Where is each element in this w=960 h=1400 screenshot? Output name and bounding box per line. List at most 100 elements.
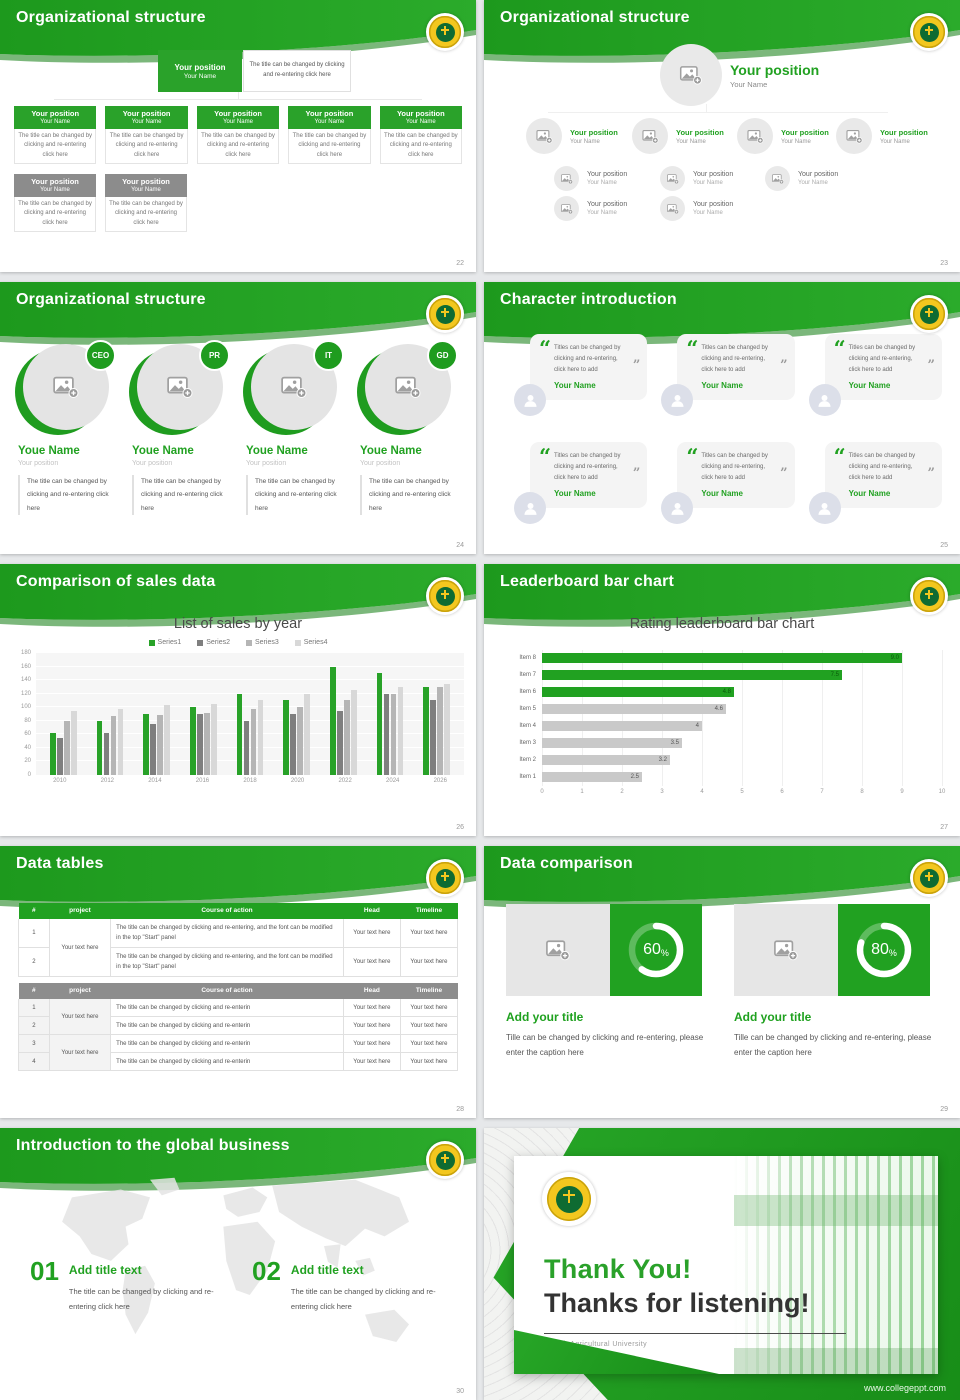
legend-swatch (294, 639, 301, 646)
legend-swatch (246, 639, 252, 646)
donut-chart: 60% (610, 904, 702, 996)
bar-Item 2: 3.2 (542, 755, 670, 765)
x-tick-label: 10 (938, 789, 946, 795)
item-title: Add title text (68, 1263, 142, 1277)
slide-data-comparison: Data comparison 60% Add your title Tille… (484, 846, 960, 1118)
slide-title: Organizational structure (500, 9, 690, 26)
university-seal-icon (426, 13, 464, 51)
gridline (36, 746, 464, 748)
org-row-1: Your position Your Name The title can be c… (14, 106, 463, 164)
plot-area (36, 652, 464, 775)
person-card: CEO Youe Name Your position The title ca… (15, 340, 116, 515)
data-table-green: # project Course of action Head Timeline… (18, 902, 459, 977)
bar-groups (36, 653, 464, 775)
legend-Series4: Series4 (294, 639, 327, 646)
photo-placeholder-icon (765, 166, 790, 191)
role-badge: CEO (85, 340, 116, 371)
image-placeholder-icon (506, 904, 610, 996)
org-top-note: The title can be changed by clicking and… (243, 50, 351, 92)
item-title: Add title text (290, 1263, 364, 1277)
org-node: Your position Your Name The title can be c… (14, 106, 97, 164)
chart-title: Rating leaderboard bar chart (629, 616, 815, 632)
category-label: Item 1 (519, 774, 536, 780)
bar-group-2026 (423, 653, 450, 775)
university-seal-icon (910, 577, 948, 615)
thank-you-heading: Thank You! (544, 1254, 692, 1284)
campus-building-photo (734, 1156, 938, 1375)
university-seal-icon (426, 859, 464, 897)
person-avatar-icon (661, 492, 694, 524)
card-caption: Tille can be changed by clicking and re-… (734, 1033, 932, 1058)
person-avatar-icon (514, 492, 546, 524)
university-seal-icon (542, 1172, 596, 1226)
bar-Item 4: 4 (542, 721, 702, 731)
item-caption: The title can be changed by clicking and… (290, 1287, 436, 1312)
bar-value-label: 3.5 (670, 740, 679, 746)
slide-org-structure-22: Organizational structure Your position Y… (0, 0, 476, 272)
x-axis-labels: 2010 2012 2014 2016 2018 2020 2022 2024 2026 (36, 778, 464, 784)
close-quote-icon: ” (632, 358, 641, 373)
legend-label: Series3 (255, 639, 279, 646)
bar-value-label: 9.0 (890, 655, 899, 661)
category-label: Item 8 (519, 655, 536, 661)
intro-item: 02 Add title text The title can be chang… (252, 1258, 457, 1315)
bar-Series3-2012 (110, 716, 117, 775)
bar-group-2020 (283, 653, 310, 775)
x-tick-label: 8 (860, 789, 864, 795)
x-tick-label: 2016 (195, 778, 210, 784)
org-node: Your position Your Name The title can be c… (196, 106, 280, 164)
bar-Series1-2020 (283, 700, 289, 775)
org-top-node: Your position Your Name (158, 50, 242, 92)
x-tick-label: 2018 (243, 778, 257, 784)
y-axis-labels: 0 20 40 60 80 100 120 140 160 180 (12, 650, 36, 778)
gridline (36, 760, 464, 762)
open-quote-icon: “ (686, 444, 699, 469)
world-map-background (62, 1177, 410, 1342)
x-tick-label: 3 (660, 789, 664, 795)
photo-placeholder-icon (737, 118, 773, 154)
photo-placeholder-icon (836, 118, 872, 154)
card-title: Add your title (734, 1010, 812, 1024)
bar-Series3-2016 (204, 712, 210, 775)
x-tick-label: 6 (780, 789, 784, 795)
legend-swatch (148, 639, 155, 646)
page-number: 30 (456, 1388, 464, 1395)
x-axis-labels: 0 1 2 3 4 5 6 7 8 9 10 (540, 786, 945, 798)
slide-leaderboard-chart: Leaderboard bar chart Rating leaderboard… (484, 564, 960, 836)
quote-card: “Titles can be changed by clicking and r… (661, 442, 795, 524)
category-label: Item 5 (519, 706, 536, 712)
open-quote-icon: “ (833, 444, 846, 469)
slide-title: Organizational structure (16, 291, 206, 308)
donut-chart: 80% (838, 904, 930, 996)
legend-Series2: Series2 (197, 639, 230, 646)
bar-Series3-2020 (297, 707, 303, 775)
org-person-sub: Your position Your Name (660, 166, 733, 191)
slide-global-business: Introduction to the global business 01 A… (0, 1128, 476, 1400)
bar-Series2-2020 (290, 714, 296, 775)
slide-title: Data tables (16, 855, 104, 872)
bar-Item 5: 4.6 (542, 704, 726, 714)
x-tick-label: 2012 (100, 778, 115, 784)
x-tick-label: 7 (820, 789, 824, 795)
org-person: Your position Your Name (737, 118, 829, 154)
card-title: Add your title (506, 1010, 584, 1024)
comparison-card: 80% Add your title Tille can be changed … (734, 904, 931, 1060)
person-card: GD Youe Name Your position The title can… (357, 340, 458, 515)
bar-Series1-2022 (330, 666, 336, 775)
photo-placeholder-icon (660, 196, 685, 221)
website-url: www.collegeppt.com (863, 1383, 946, 1393)
table-row: 2 The title can be changed by clicking a… (18, 1016, 459, 1035)
bar-Series2-2022 (337, 710, 343, 775)
slide-title: Introduction to the global business (16, 1137, 290, 1154)
x-tick-label: 4 (700, 789, 704, 795)
y-tick-label: 60 (24, 731, 31, 738)
bar-Series1-2026 (423, 686, 429, 775)
bar-value-label: 2.5 (630, 774, 639, 780)
slide-sales-comparison-chart: Comparison of sales data List of sales b… (0, 564, 476, 836)
gridline (36, 733, 464, 735)
bar-group-2012 (96, 653, 124, 775)
y-tick-label: 0 (27, 772, 31, 778)
category-labels: Item 8 Item 7 Item 6 Item 5 Item 4 Item 3 Item… (502, 650, 542, 786)
bar-group-2022 (330, 653, 357, 775)
category-label: Item 2 (519, 757, 536, 763)
